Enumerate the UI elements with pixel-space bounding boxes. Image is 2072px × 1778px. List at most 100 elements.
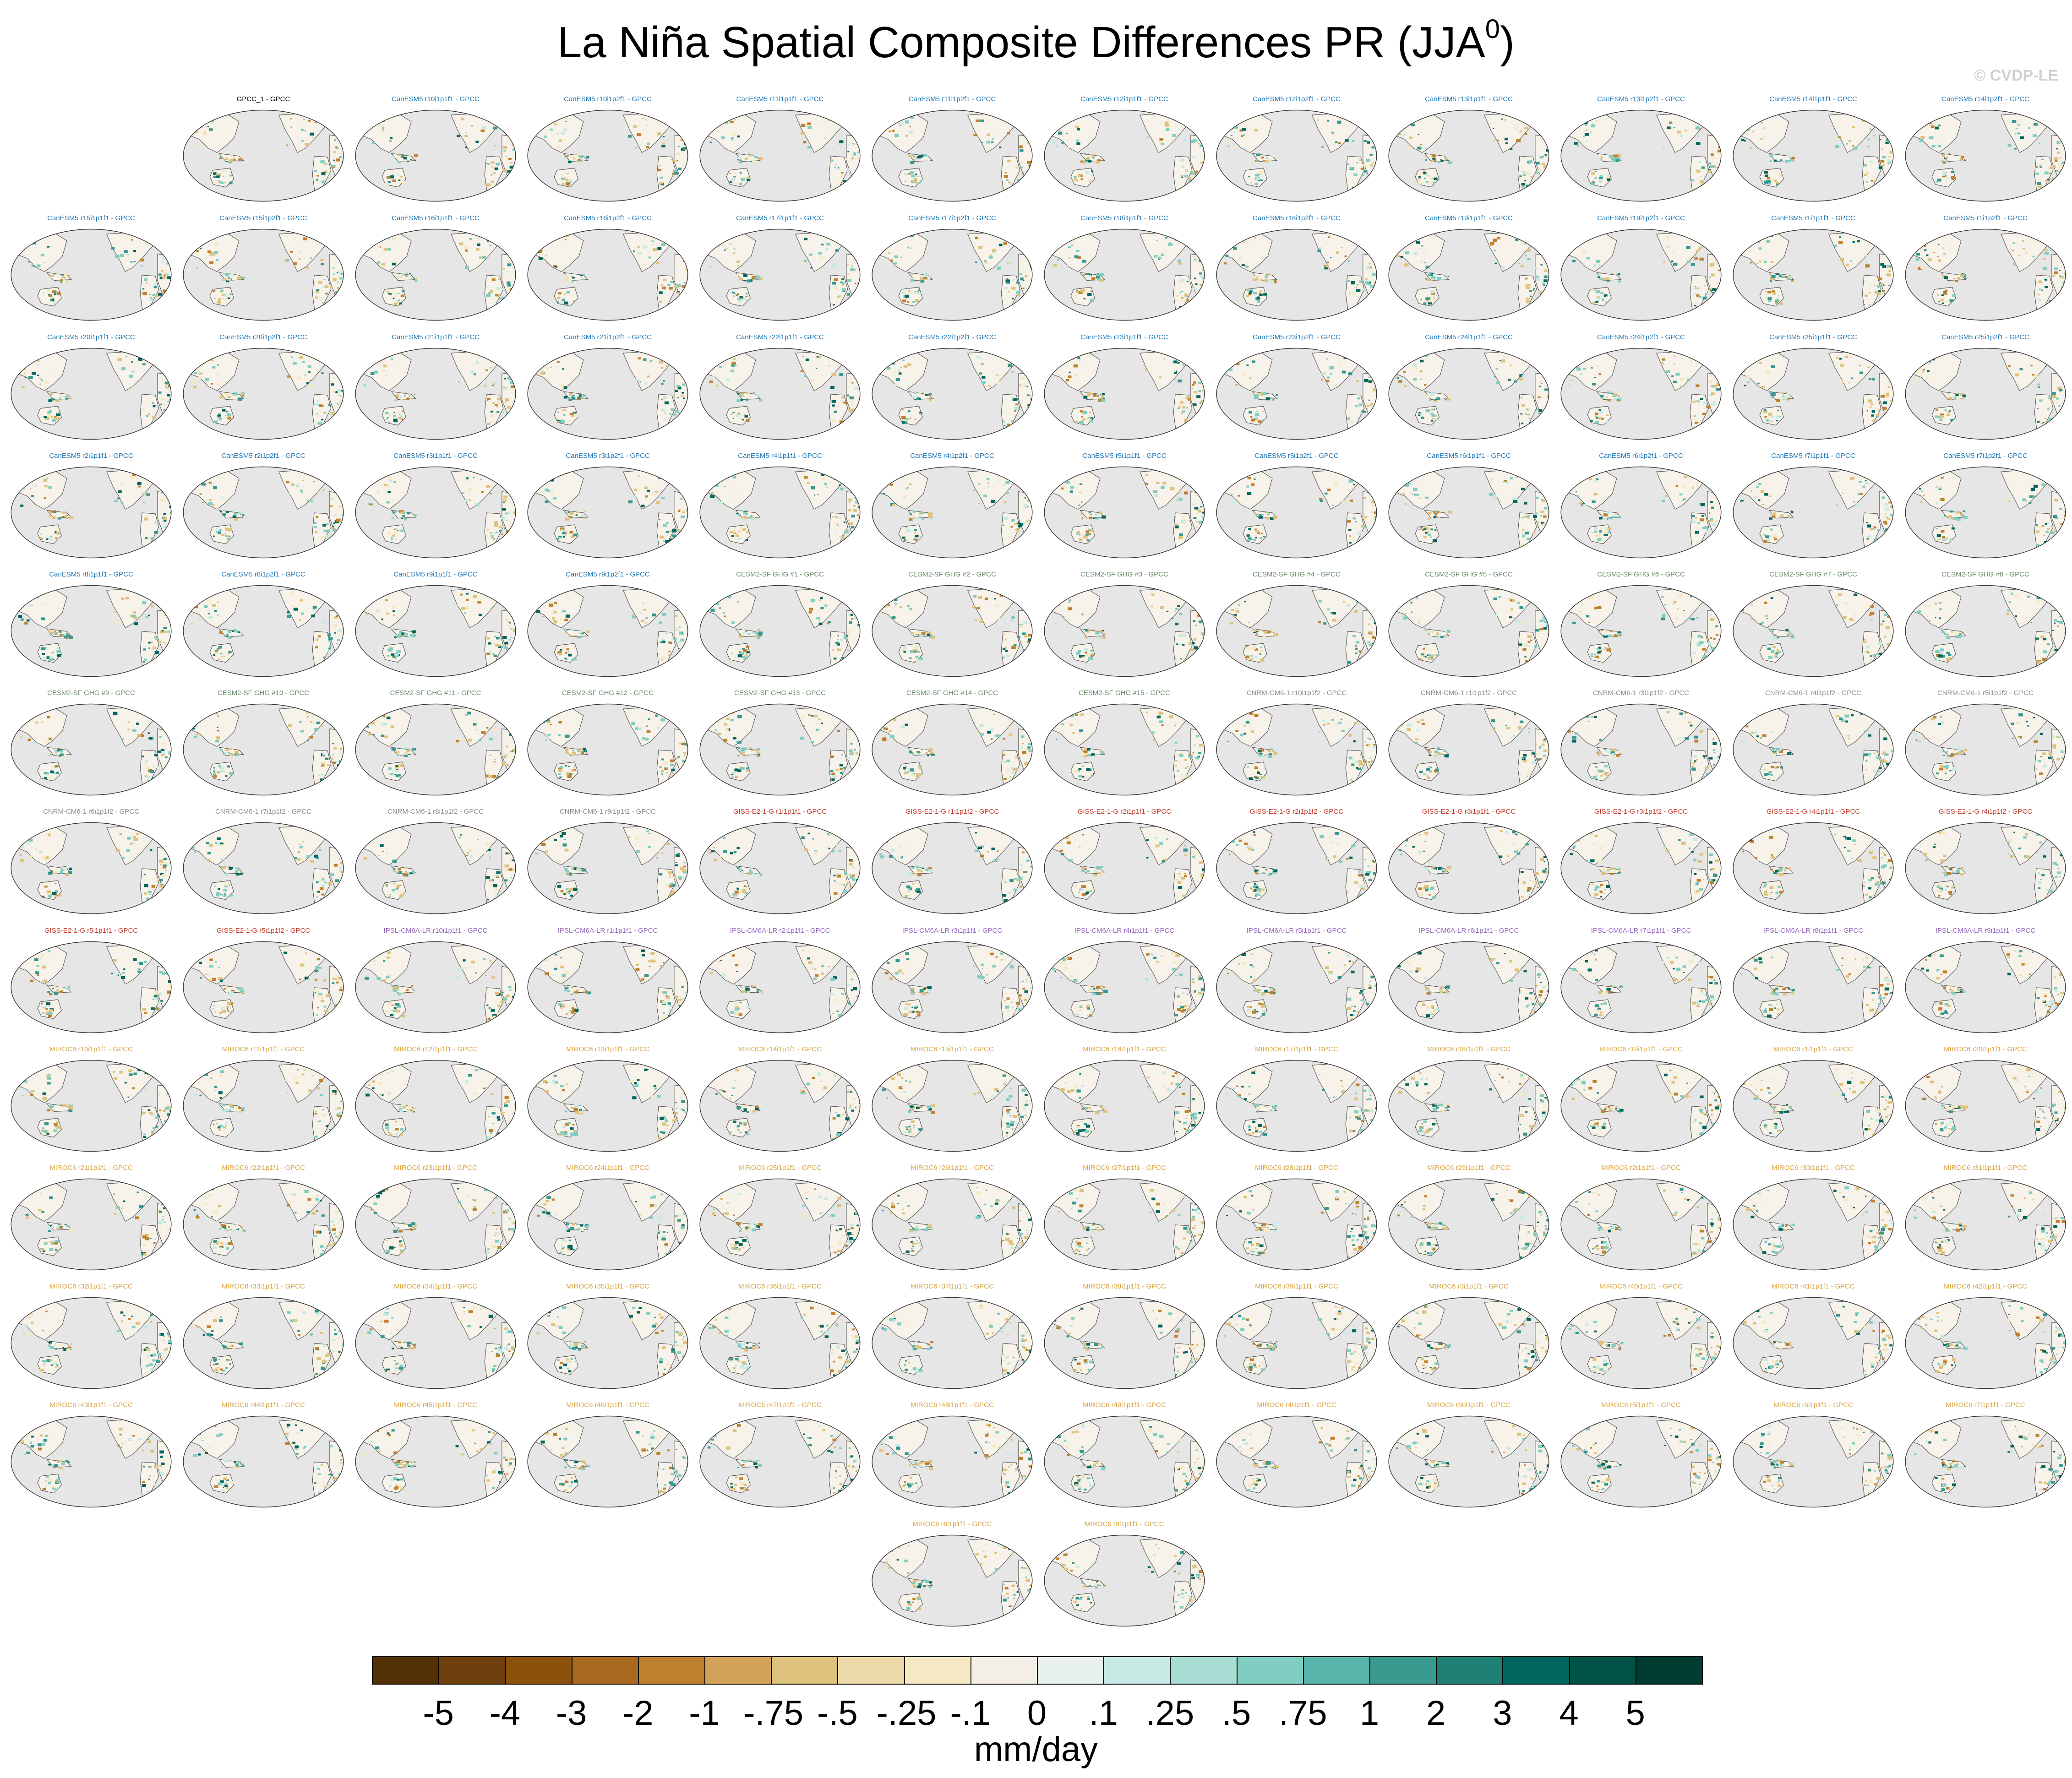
anomaly-cell (1691, 515, 1695, 517)
anomaly-cell (396, 650, 401, 653)
anomaly-cell (385, 599, 388, 601)
anomaly-cell (131, 386, 133, 387)
anomaly-cell (885, 593, 887, 595)
anomaly-cell (1718, 269, 1720, 272)
anomaly-cell (48, 486, 52, 489)
anomaly-cell (1543, 523, 1547, 526)
anomaly-cell (2064, 527, 2066, 529)
anomaly-cell (2042, 307, 2045, 309)
anomaly-cell (317, 281, 322, 284)
anomaly-cell (803, 260, 807, 262)
anomaly-cell (1348, 529, 1352, 531)
anomaly-cell (370, 503, 373, 506)
anomaly-cell (1418, 181, 1423, 185)
anomaly-cell (1008, 181, 1011, 184)
map-panel: CanESM5 r12i1p1f1 - GPCC (1040, 95, 1209, 216)
anomaly-cell (510, 641, 513, 643)
anomaly-cell (1763, 261, 1767, 263)
anomaly-cell (887, 118, 889, 120)
anomaly-cell (1881, 283, 1884, 285)
anomaly-cell (1878, 307, 1881, 309)
anomaly-cell (1090, 420, 1093, 423)
anomaly-cell (231, 394, 234, 397)
anomaly-cell (1697, 544, 1700, 547)
anomaly-cell (1275, 397, 1278, 399)
map (872, 109, 1033, 202)
anomaly-cell (2043, 267, 2047, 270)
anomaly-cell (1433, 297, 1436, 299)
anomaly-cell (742, 629, 745, 631)
anomaly-cell (742, 419, 744, 421)
anomaly-cell (745, 295, 748, 298)
landmass-south-america (656, 631, 676, 671)
anomaly-cell (1423, 252, 1427, 255)
anomaly-cell (1882, 401, 1887, 404)
anomaly-cell (2012, 120, 2017, 123)
anomaly-cell (803, 254, 805, 255)
anomaly-cell (377, 246, 380, 248)
anomaly-cell (1543, 507, 1548, 510)
anomaly-cell (1603, 531, 1608, 534)
anomaly-cell (1715, 498, 1718, 500)
anomaly-cell (1260, 537, 1262, 539)
map-border (183, 585, 344, 677)
anomaly-cell (310, 500, 313, 503)
anomaly-cell (1785, 276, 1788, 278)
map (1044, 109, 1205, 202)
anomaly-cell (486, 485, 491, 488)
anomaly-cell (1174, 525, 1179, 528)
anomaly-cell (342, 628, 344, 630)
anomaly-cell (1176, 370, 1178, 372)
anomaly-cell (486, 183, 491, 187)
anomaly-cell (1066, 132, 1068, 134)
map-border (1044, 348, 1205, 440)
anomaly-cell (661, 496, 665, 500)
anomaly-cell (579, 631, 583, 633)
anomaly-cell (167, 631, 171, 633)
anomaly-cell (464, 246, 469, 250)
anomaly-cell (1949, 410, 1951, 412)
anomaly-cell (34, 484, 37, 487)
anomaly-cell (1325, 492, 1328, 495)
anomaly-cell (560, 384, 565, 387)
anomaly-cell (569, 179, 573, 183)
anomaly-cell (749, 153, 752, 156)
anomaly-cell (1091, 397, 1093, 399)
anomaly-cell (1607, 399, 1611, 402)
anomaly-cell (826, 242, 830, 245)
anomaly-cell (1243, 241, 1245, 243)
anomaly-cell (1418, 529, 1421, 531)
anomaly-cell (1405, 484, 1409, 487)
anomaly-cell (1942, 156, 1944, 157)
anomaly-cell (1951, 176, 1955, 179)
anomaly-cell (1694, 293, 1697, 295)
anomaly-cell (1083, 274, 1085, 276)
anomaly-cell (2036, 544, 2039, 546)
anomaly-cell (414, 280, 418, 282)
anomaly-cell (1272, 399, 1275, 401)
anomaly-cell (333, 377, 336, 379)
anomaly-cell (1888, 156, 1891, 158)
anomaly-cell (744, 280, 747, 282)
anomaly-cell (918, 538, 921, 540)
anomaly-cell (1074, 255, 1079, 258)
anomaly-cell (1448, 396, 1452, 399)
anomaly-cell (2060, 523, 2064, 525)
anomaly-cell (1181, 166, 1184, 168)
anomaly-cell (741, 178, 745, 181)
anomaly-cell (1744, 120, 1749, 124)
anomaly-cell (883, 122, 887, 124)
anomaly-cell (1867, 138, 1870, 141)
anomaly-cell (574, 635, 577, 636)
anomaly-cell (583, 274, 585, 276)
anomaly-cell (1429, 399, 1431, 401)
anomaly-cell (841, 282, 845, 284)
anomaly-cell (320, 259, 324, 261)
anomaly-cell (1007, 262, 1010, 265)
anomaly-cell (853, 509, 857, 512)
anomaly-cell (565, 120, 567, 122)
anomaly-cell (1349, 542, 1352, 544)
anomaly-cell (1423, 172, 1427, 174)
anomaly-cell (1690, 263, 1695, 266)
anomaly-cell (473, 477, 475, 478)
